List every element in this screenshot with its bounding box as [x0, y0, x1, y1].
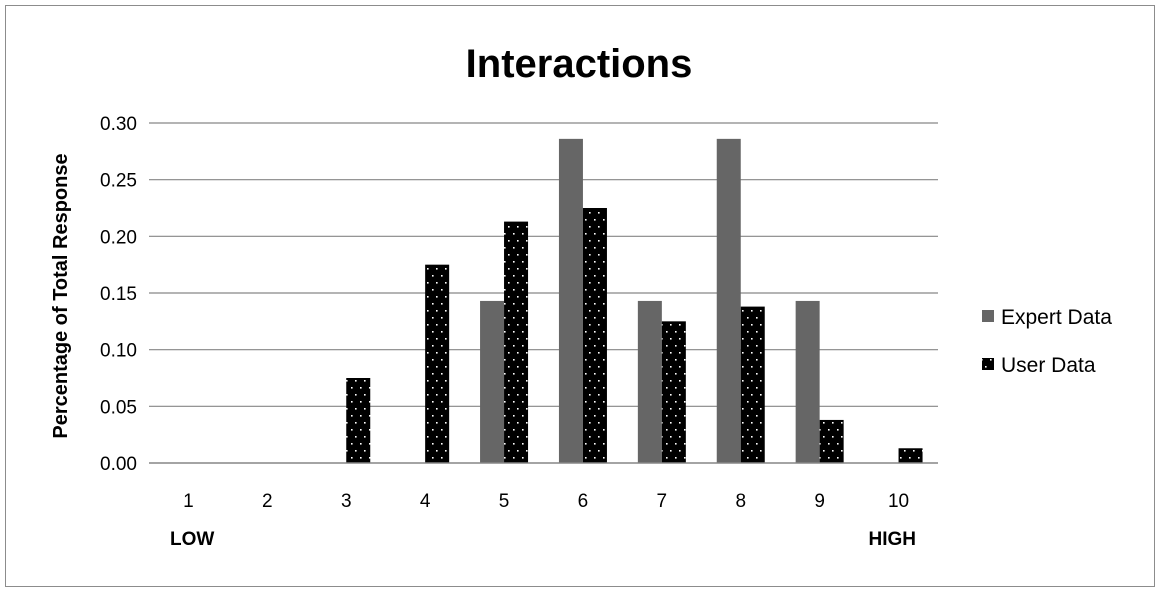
- bar-user-7: [661, 321, 686, 463]
- bar-user-3: [346, 378, 371, 463]
- bar-user-4: [425, 264, 450, 463]
- x-tick-label: 9: [814, 491, 825, 512]
- legend: Expert Data User Data: [982, 306, 1112, 377]
- x-tick-label: 2: [262, 491, 273, 512]
- bar-expert-9: [795, 300, 820, 463]
- bar-expert-8: [716, 138, 741, 463]
- bar-expert-5: [480, 300, 505, 463]
- bar-expert-7: [637, 300, 662, 463]
- high-annotation: HIGH: [869, 529, 917, 550]
- y-tick-label: 0.00: [100, 454, 137, 475]
- y-axis-label: Percentage of Total Response: [50, 153, 72, 438]
- x-tick-label: 4: [420, 491, 431, 512]
- x-tick-labels: 1 2 3 4 5 6 7 8 9 10: [183, 491, 909, 512]
- legend-label-expert: Expert Data: [1001, 306, 1112, 329]
- x-tick-label: 5: [499, 491, 510, 512]
- low-annotation: LOW: [170, 529, 214, 550]
- chart-svg: Interactions 0.00 0.05 0.10 0.15 0.20 0.25 0.3…: [50, 42, 1112, 550]
- x-tick-label: 3: [341, 491, 352, 512]
- y-tick-label: 0.25: [100, 171, 137, 192]
- bar-expert-6: [558, 138, 583, 463]
- x-tick-label: 8: [735, 491, 746, 512]
- bars: [346, 138, 923, 463]
- legend-label-user: User Data: [1001, 354, 1096, 377]
- chart-frame: Interactions 0.00 0.05 0.10 0.15 0.20 0.25 0.3…: [5, 5, 1155, 587]
- x-tick-label: 6: [578, 491, 589, 512]
- bar-user-6: [582, 208, 607, 463]
- x-tick-label: 7: [657, 491, 668, 512]
- y-tick-label: 0.05: [100, 397, 137, 418]
- y-tick-label: 0.30: [100, 114, 137, 135]
- bar-user-8: [740, 306, 765, 463]
- x-tick-label: 10: [888, 491, 909, 512]
- legend-swatch-expert: [982, 310, 994, 322]
- bar-user-10: [898, 448, 923, 463]
- x-tick-label: 1: [183, 491, 194, 512]
- y-tick-labels: 0.00 0.05 0.10 0.15 0.20 0.25 0.30: [100, 114, 137, 475]
- bar-user-9: [819, 419, 844, 463]
- y-tick-label: 0.15: [100, 284, 137, 305]
- bar-user-5: [504, 221, 529, 463]
- chart-title: Interactions: [466, 42, 693, 86]
- y-tick-label: 0.20: [100, 227, 137, 248]
- legend-swatch-user: [982, 358, 994, 370]
- y-tick-label: 0.10: [100, 341, 137, 362]
